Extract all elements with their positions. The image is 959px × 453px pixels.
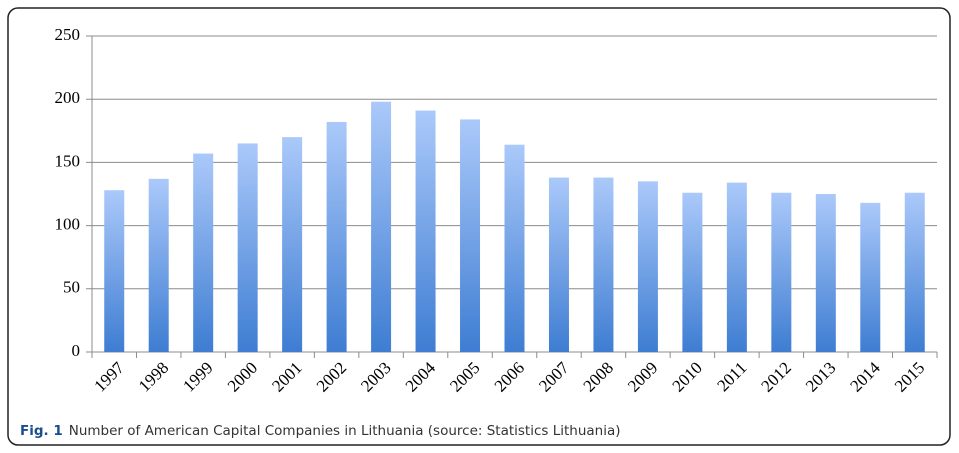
x-tick-label: 2006 — [491, 358, 528, 395]
bar — [771, 192, 792, 352]
bar — [815, 194, 836, 352]
x-tick-label: 2013 — [802, 358, 839, 395]
bar — [371, 101, 392, 352]
x-tick-label: 2012 — [757, 358, 794, 395]
frame — [7, 7, 951, 446]
bar — [726, 182, 747, 352]
bar — [860, 202, 881, 352]
x-tick-label: 2015 — [891, 358, 928, 395]
caption-label: Fig. 1 — [20, 423, 63, 439]
bar — [193, 153, 214, 352]
bar — [237, 143, 258, 352]
y-tick-label: 100 — [55, 215, 81, 234]
bar — [104, 190, 125, 352]
x-tick-label: 2014 — [846, 358, 884, 396]
x-tick-label: 2004 — [402, 358, 440, 396]
bar — [593, 177, 614, 352]
x-tick-label: 2003 — [357, 358, 394, 395]
bar — [282, 137, 303, 352]
bar — [326, 121, 347, 353]
caption-text: Number of American Capital Companies in … — [69, 423, 621, 439]
x-tick-label: 2008 — [580, 358, 617, 395]
x-tick-label: 2000 — [224, 358, 261, 395]
x-tick-label: 2011 — [713, 358, 750, 395]
x-tick-label: 1999 — [179, 358, 216, 395]
y-tick-label: 250 — [55, 25, 81, 44]
x-tick-label: 2009 — [624, 358, 661, 395]
x-tick-label: 2005 — [446, 358, 483, 395]
bar — [415, 110, 436, 353]
bar — [148, 178, 169, 352]
x-tick-label: 1998 — [135, 358, 172, 395]
y-tick-label: 0 — [72, 341, 81, 360]
bar — [460, 119, 481, 352]
y-tick-label: 150 — [55, 151, 81, 170]
bar — [504, 144, 525, 352]
y-tick-label: 50 — [63, 278, 80, 297]
bar — [637, 181, 658, 352]
caption: Fig. 1 Number of American Capital Compani… — [20, 423, 621, 439]
x-tick-label: 2010 — [669, 358, 706, 395]
bar — [904, 192, 925, 352]
x-tick-label: 1997 — [90, 358, 128, 396]
x-tick-label: 2001 — [268, 358, 305, 395]
bar — [682, 192, 703, 352]
bar — [548, 177, 569, 352]
x-tick-label: 2002 — [313, 358, 350, 395]
x-tick-label: 2007 — [535, 358, 573, 396]
y-tick-label: 200 — [55, 88, 81, 107]
